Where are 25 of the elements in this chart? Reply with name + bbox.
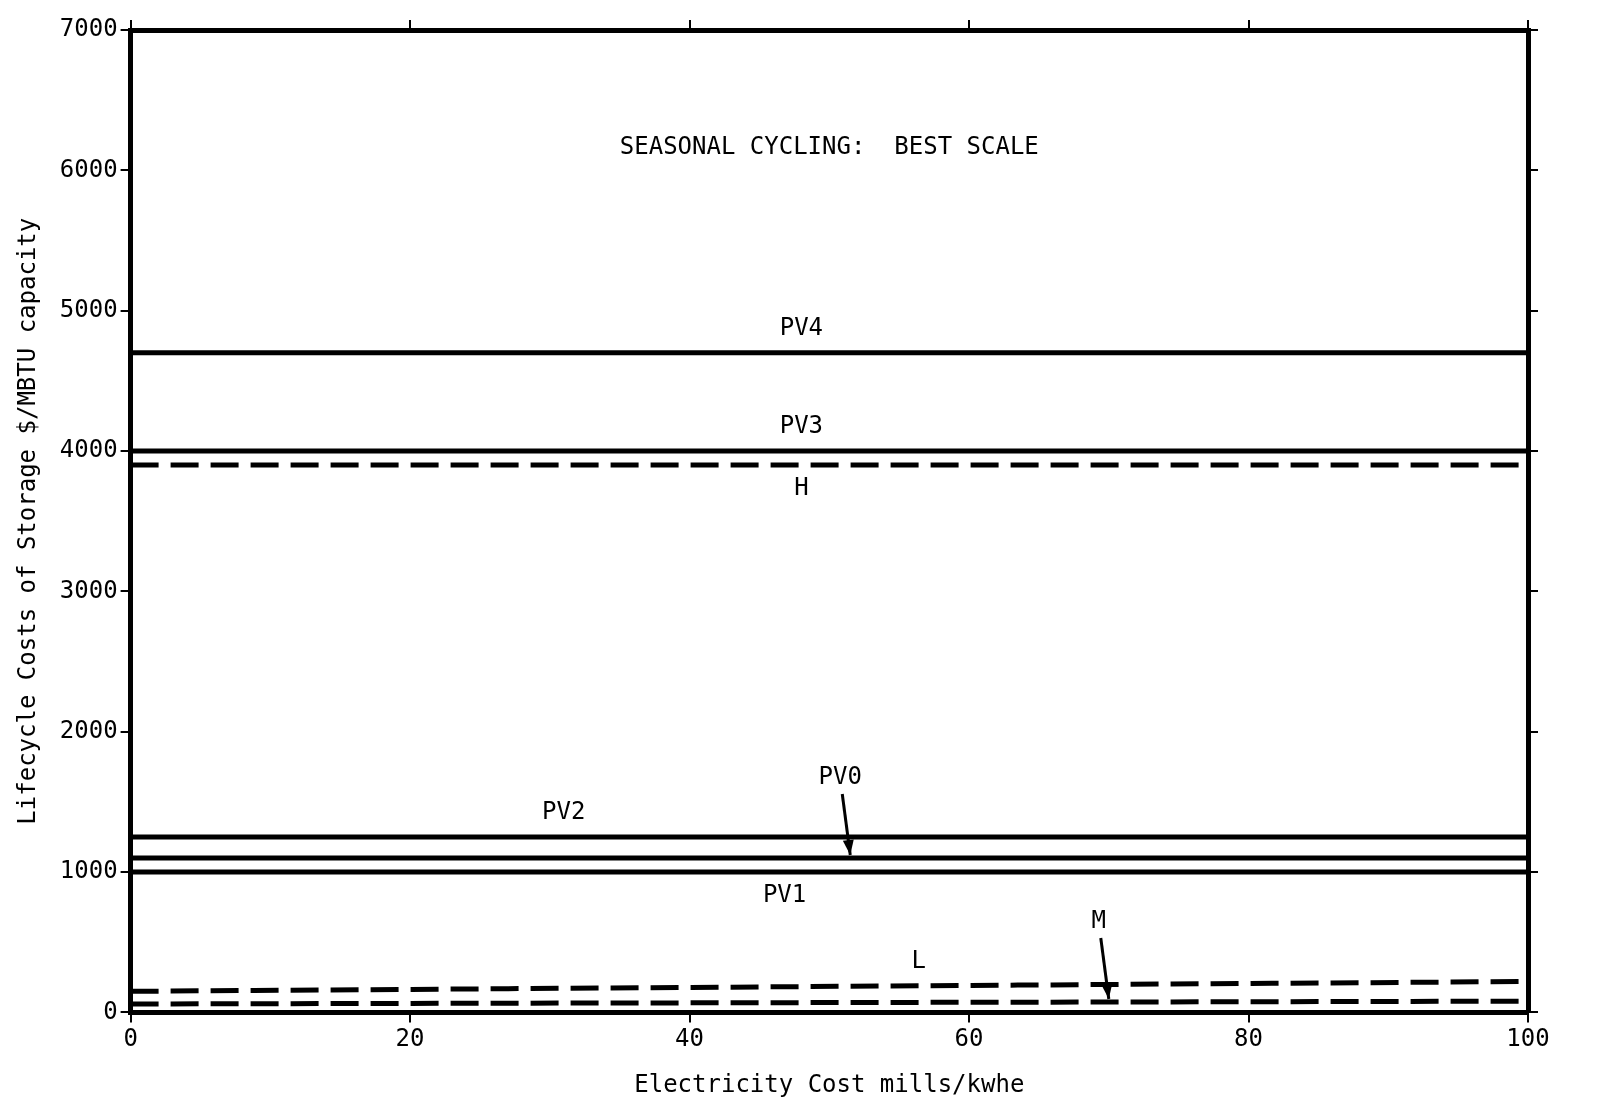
x-tick-label: 80 <box>1234 1024 1263 1053</box>
annotation: PV0 <box>818 762 862 791</box>
y-tick-label: 7000 <box>59 14 118 43</box>
y-axis-title: Lifecycle Costs of Storage $/MBTU capacity <box>12 217 41 825</box>
annotation: PV3 <box>779 411 824 440</box>
x-tick-label: 0 <box>123 1024 138 1053</box>
y-tick-label: 2000 <box>59 715 118 744</box>
annotation: H <box>794 473 809 502</box>
x-tick-label: 40 <box>675 1024 705 1053</box>
y-tick-label: 6000 <box>59 154 118 183</box>
text: SEASONAL CYCLING: BEST SCALE <box>619 132 1039 161</box>
annotation: L <box>911 945 926 974</box>
y-tick-label: 0 <box>103 996 118 1025</box>
x-tick-label: 100 <box>1506 1024 1550 1053</box>
x-tick-label: 60 <box>954 1024 984 1053</box>
y-tick-label: 3000 <box>59 575 118 604</box>
annotation: M <box>1091 906 1107 935</box>
annotation: PV4 <box>779 313 824 342</box>
x-axis-title: Electricity Cost mills/kwhe <box>634 1069 1025 1098</box>
y-tick-label: 5000 <box>59 294 118 323</box>
y-tick-label: 1000 <box>59 856 118 885</box>
annotation: PV2 <box>542 797 586 826</box>
x-tick-label: 20 <box>395 1024 425 1053</box>
annotation: PV1 <box>762 880 807 909</box>
y-tick-label: 4000 <box>59 435 118 464</box>
